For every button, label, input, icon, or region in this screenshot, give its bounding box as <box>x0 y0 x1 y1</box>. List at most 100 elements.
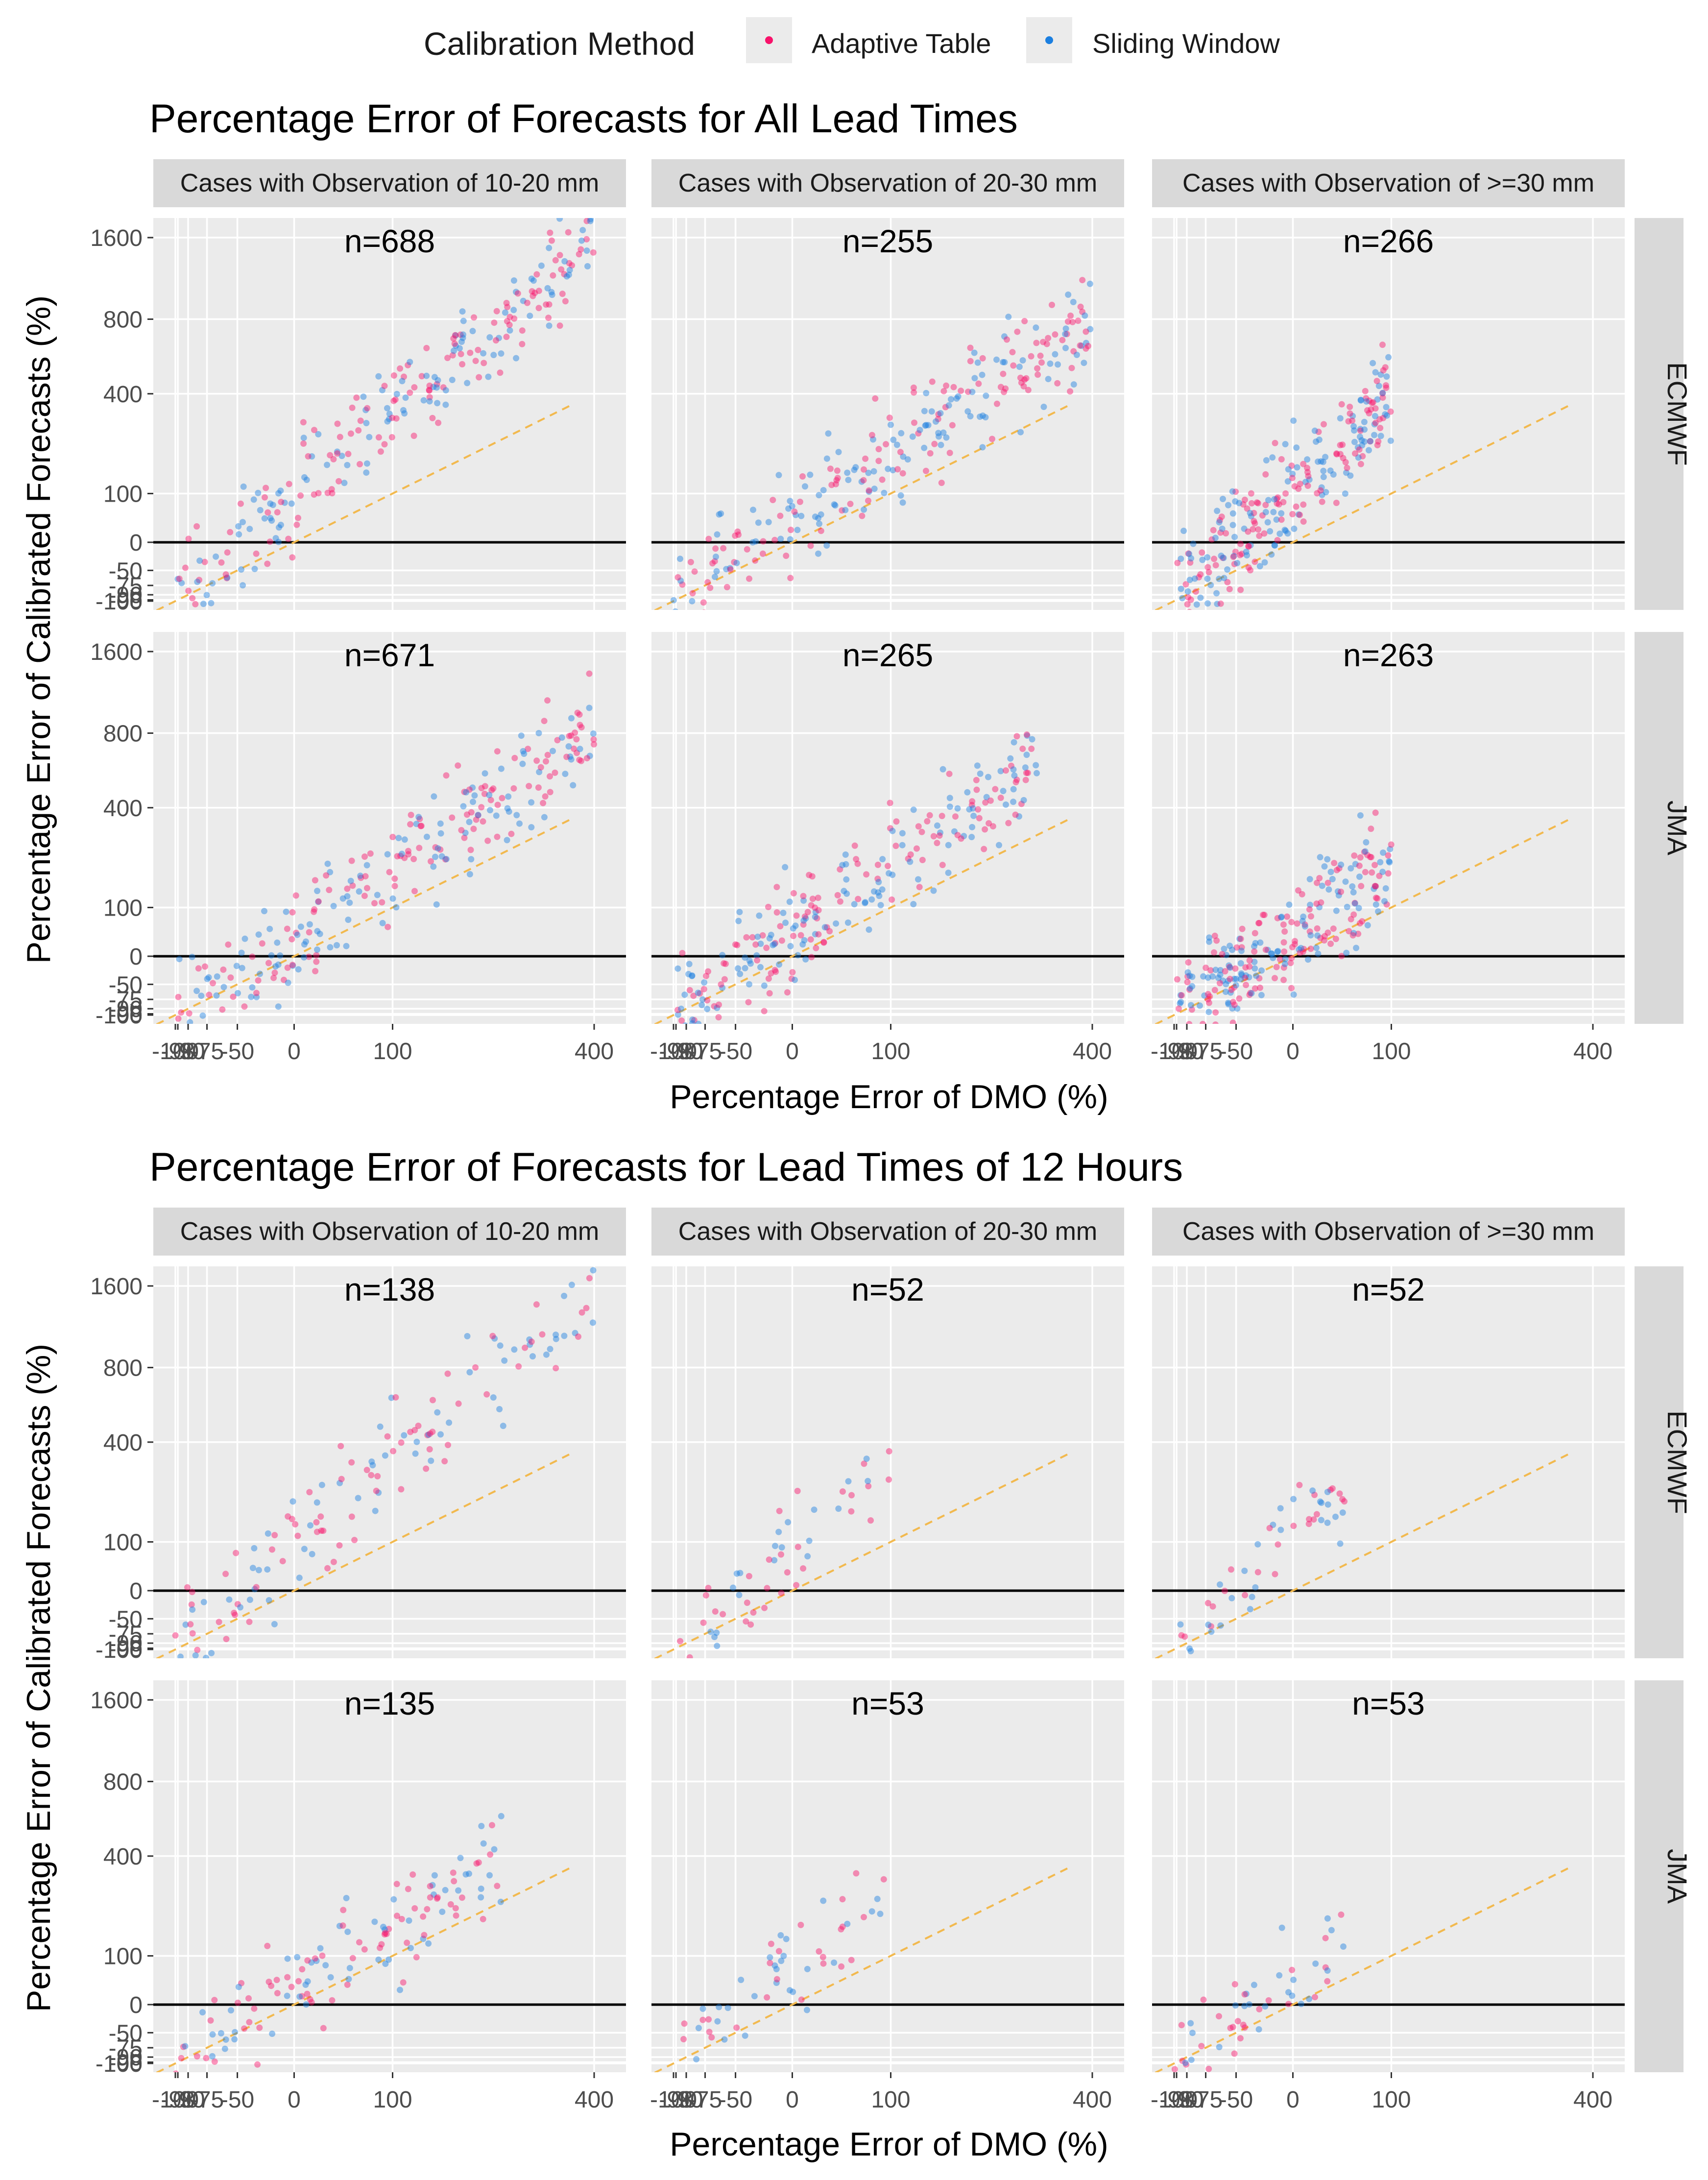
point-adaptive-table <box>1184 601 1191 607</box>
point-sliding-window <box>1281 527 1288 533</box>
point-sliding-window <box>224 574 231 581</box>
point-sliding-window <box>1290 1496 1297 1502</box>
point-sliding-window <box>1223 951 1229 958</box>
point-sliding-window <box>925 422 932 429</box>
point-sliding-window <box>1295 511 1302 518</box>
point-adaptive-table <box>773 1976 780 1983</box>
point-adaptive-table <box>1068 364 1075 371</box>
point-sliding-window <box>695 990 701 996</box>
point-sliding-window <box>735 965 741 972</box>
point-sliding-window <box>429 1882 436 1889</box>
point-adaptive-table <box>1210 527 1217 533</box>
identity-reference-line <box>653 818 1070 1024</box>
point-adaptive-table <box>461 834 468 841</box>
point-sliding-window <box>1298 945 1304 951</box>
point-sliding-window <box>815 515 821 522</box>
point-adaptive-table <box>1217 529 1224 536</box>
y-tick-label: -90 <box>109 582 143 608</box>
point-adaptive-table <box>1274 537 1281 544</box>
point-adaptive-table <box>1178 2022 1185 2029</box>
point-adaptive-table <box>875 458 882 464</box>
point-adaptive-table <box>176 575 183 582</box>
point-adaptive-table <box>1317 487 1324 494</box>
row-strip <box>1635 1266 1684 1658</box>
point-adaptive-table <box>973 776 980 783</box>
point-sliding-window <box>1357 812 1364 819</box>
point-adaptive-table <box>1291 941 1298 947</box>
point-sliding-window <box>723 566 730 573</box>
point-sliding-window <box>1382 885 1389 892</box>
point-sliding-window <box>1387 846 1394 852</box>
point-sliding-window <box>1029 736 1035 743</box>
point-adaptive-table <box>1241 1991 1248 1998</box>
point-adaptive-table <box>992 786 999 793</box>
point-adaptive-table <box>1246 963 1253 970</box>
row-strip <box>1635 632 1684 1024</box>
point-adaptive-table <box>289 909 296 916</box>
point-sliding-window <box>501 1357 508 1364</box>
point-sliding-window <box>673 608 678 610</box>
point-sliding-window <box>284 1992 290 1999</box>
point-adaptive-table <box>775 1948 782 1955</box>
point-adaptive-table <box>790 933 797 939</box>
point-sliding-window <box>747 960 754 967</box>
point-sliding-window <box>1313 438 1320 445</box>
point-sliding-window <box>1081 360 1087 366</box>
point-adaptive-table <box>1184 979 1191 986</box>
point-adaptive-table <box>976 815 983 822</box>
point-adaptive-table <box>545 315 552 321</box>
point-sliding-window <box>231 2036 238 2043</box>
point-sliding-window <box>1350 889 1357 896</box>
point-sliding-window <box>735 918 742 924</box>
point-adaptive-table <box>1024 770 1031 776</box>
point-sliding-window <box>199 1012 206 1019</box>
point-adaptive-table <box>1372 405 1379 412</box>
point-sliding-window <box>221 2045 228 2052</box>
point-adaptive-table <box>481 791 488 797</box>
point-sliding-window <box>761 982 768 989</box>
point-sliding-window <box>1385 354 1392 361</box>
point-adaptive-table <box>1211 556 1218 562</box>
point-sliding-window <box>386 415 392 422</box>
point-sliding-window <box>802 915 809 922</box>
point-sliding-window <box>301 941 308 948</box>
point-sliding-window <box>464 1333 471 1339</box>
point-adaptive-table <box>353 394 360 401</box>
point-sliding-window <box>1262 509 1269 515</box>
point-sliding-window <box>200 1599 207 1605</box>
panel-background <box>153 1680 626 2072</box>
point-adaptive-table <box>284 1974 291 1981</box>
point-adaptive-table <box>508 830 515 837</box>
point-sliding-window <box>1234 559 1241 566</box>
point-adaptive-table <box>1247 567 1254 574</box>
point-adaptive-table <box>300 440 307 447</box>
point-adaptive-table <box>1205 999 1212 1006</box>
point-sliding-window <box>264 1566 271 1573</box>
point-sliding-window <box>1230 553 1237 559</box>
point-sliding-window <box>889 827 896 834</box>
point-sliding-window <box>547 1346 553 1353</box>
point-sliding-window <box>294 931 301 938</box>
point-sliding-window <box>407 359 413 365</box>
point-sliding-window <box>549 291 555 298</box>
point-adaptive-table <box>784 1569 791 1576</box>
point-adaptive-table <box>489 1332 496 1339</box>
y-tick-label: -50 <box>109 1606 143 1632</box>
point-sliding-window <box>1227 943 1233 949</box>
point-sliding-window <box>1285 1989 1292 1996</box>
point-sliding-window <box>1197 1002 1203 1009</box>
point-adaptive-table <box>397 365 404 372</box>
point-sliding-window <box>544 285 551 291</box>
point-adaptive-table <box>1274 500 1280 507</box>
point-adaptive-table <box>476 374 482 381</box>
point-sliding-window <box>1221 575 1227 581</box>
point-adaptive-table <box>578 1309 585 1316</box>
point-sliding-window <box>338 453 345 460</box>
point-adaptive-table <box>185 587 192 594</box>
point-sliding-window <box>498 765 505 772</box>
point-adaptive-table <box>809 896 816 902</box>
point-sliding-window <box>1272 542 1278 549</box>
point-adaptive-table <box>1358 883 1365 890</box>
point-adaptive-table <box>423 345 430 351</box>
point-adaptive-table <box>241 1003 248 1010</box>
